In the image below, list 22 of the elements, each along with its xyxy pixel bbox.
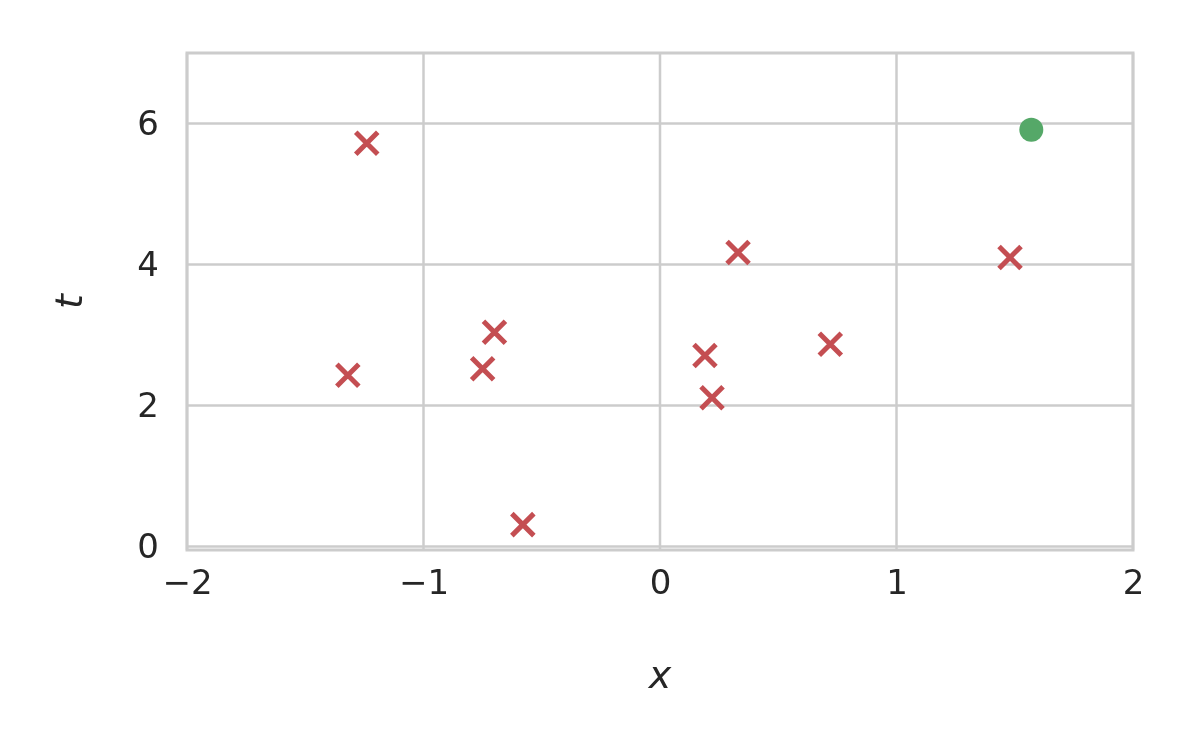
x-tick-label: 0: [649, 562, 672, 603]
x-tick-label: 2: [1122, 562, 1145, 603]
x-tick-label: −1: [398, 562, 450, 603]
x-tick-label: 1: [886, 562, 908, 603]
point: [996, 243, 1024, 271]
point: [480, 318, 508, 346]
point: [724, 239, 752, 266]
y-tick-label: 2: [137, 384, 159, 425]
point: [469, 355, 497, 383]
y-tick-label: 6: [137, 102, 159, 143]
y-tick-label: 0: [137, 525, 159, 566]
point: [509, 511, 537, 539]
y-tick-label: 4: [137, 243, 159, 284]
point: [1019, 117, 1044, 142]
point: [334, 361, 362, 389]
point: [691, 341, 719, 369]
point: [698, 384, 726, 412]
x-axis-title: x: [647, 653, 672, 697]
x-tick-label: −2: [162, 562, 213, 603]
y-axis-title: t: [47, 291, 91, 309]
point: [353, 129, 381, 157]
point: [816, 330, 844, 358]
